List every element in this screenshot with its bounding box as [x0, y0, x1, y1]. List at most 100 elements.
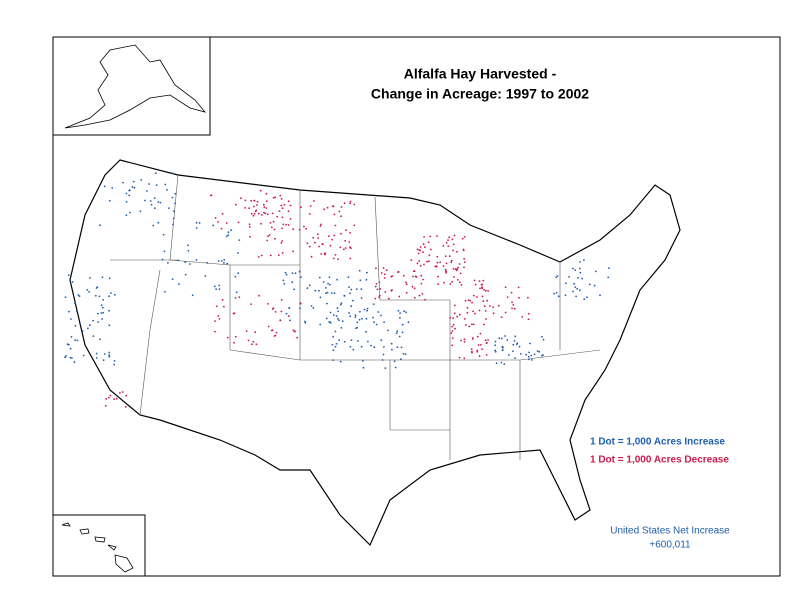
dot	[191, 294, 194, 297]
dot	[460, 339, 462, 342]
dot	[349, 202, 351, 205]
dot	[101, 276, 104, 279]
dot	[516, 342, 519, 345]
dot	[445, 270, 447, 272]
dot	[494, 349, 496, 352]
dot	[266, 213, 269, 216]
dot	[79, 322, 81, 325]
dot	[262, 203, 265, 206]
dot	[340, 302, 343, 304]
dot	[287, 200, 290, 203]
dot	[304, 320, 306, 323]
dot	[362, 360, 364, 362]
dot	[254, 331, 257, 334]
dot	[313, 200, 315, 202]
dot	[267, 325, 270, 328]
dot	[398, 335, 401, 338]
dot	[92, 335, 95, 337]
dot	[530, 359, 533, 361]
dot	[334, 345, 337, 348]
map-frame	[52, 36, 781, 577]
dot	[397, 271, 400, 273]
dot	[448, 255, 451, 257]
dot	[218, 318, 221, 320]
dot	[247, 339, 250, 342]
dot	[101, 318, 103, 320]
dot	[338, 339, 340, 341]
dot	[538, 350, 541, 353]
dot	[280, 198, 283, 200]
dot	[391, 348, 393, 351]
dot	[578, 267, 581, 270]
dot	[377, 311, 380, 313]
dot	[424, 298, 426, 301]
dot	[482, 279, 485, 282]
dot	[296, 336, 298, 339]
dot	[458, 263, 461, 265]
dot	[365, 330, 367, 333]
dot	[436, 261, 439, 264]
dot	[568, 276, 570, 278]
dot	[358, 269, 361, 272]
dot	[341, 320, 344, 323]
dot	[329, 311, 332, 314]
dot	[280, 204, 283, 207]
dot	[484, 339, 487, 342]
dot	[445, 262, 448, 265]
dot	[279, 319, 282, 322]
title-line: Alfalfa Hay Harvested -	[404, 66, 557, 82]
dot	[405, 283, 408, 286]
dot	[109, 394, 112, 397]
dot	[272, 220, 275, 223]
dot	[154, 172, 157, 175]
dot	[484, 310, 487, 312]
dot	[317, 237, 320, 239]
dot	[458, 313, 461, 316]
dot	[157, 221, 160, 224]
dot	[335, 342, 338, 345]
dot	[456, 279, 459, 281]
dot	[463, 357, 466, 360]
dot	[98, 295, 101, 298]
dot	[410, 259, 413, 261]
dot	[248, 223, 251, 226]
dot	[472, 337, 474, 339]
dot	[237, 252, 240, 254]
dot	[251, 343, 253, 346]
dot	[517, 286, 520, 289]
dot	[583, 259, 585, 261]
dot	[378, 294, 381, 297]
dot	[373, 346, 376, 349]
dot	[174, 202, 176, 205]
dot	[274, 334, 277, 337]
dot	[74, 324, 77, 327]
dot	[274, 196, 276, 199]
dot	[353, 203, 356, 206]
dot	[528, 358, 530, 361]
dot	[306, 287, 309, 290]
dot	[469, 299, 472, 302]
dot	[359, 279, 362, 282]
dot	[328, 321, 331, 323]
dot	[482, 300, 485, 303]
dot	[149, 200, 152, 202]
dot	[334, 254, 337, 256]
dot	[454, 268, 457, 271]
alaska-inset	[52, 36, 211, 136]
dot	[383, 321, 385, 323]
dot	[67, 343, 70, 346]
dot	[263, 211, 265, 214]
dot	[474, 283, 477, 286]
dot	[340, 327, 343, 329]
dot	[451, 281, 454, 283]
dot	[213, 285, 216, 288]
dot	[233, 312, 236, 314]
dot	[460, 284, 463, 286]
dot	[458, 356, 461, 359]
dot	[413, 287, 416, 290]
dot	[71, 281, 74, 283]
dot	[239, 197, 242, 200]
dot	[282, 279, 285, 282]
dot	[238, 239, 241, 242]
dot	[363, 308, 366, 311]
